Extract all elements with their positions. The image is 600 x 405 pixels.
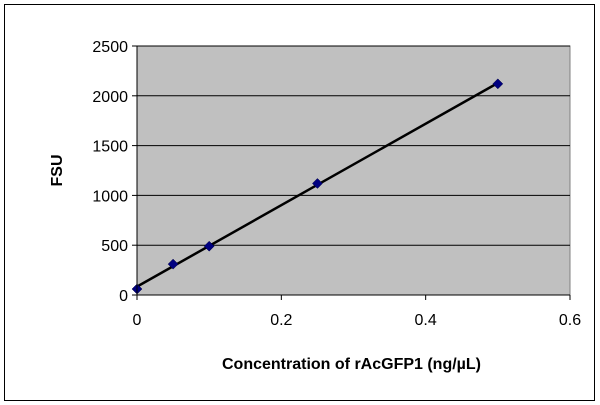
data-point (312, 178, 323, 189)
x-tick-label: 0.4 (415, 312, 437, 329)
y-tick-label: 2500 (92, 39, 128, 56)
data-point (167, 258, 179, 270)
x-tick-label: 0.2 (270, 312, 292, 329)
data-point (492, 78, 504, 90)
x-tick-labels: 0 0.2 0.4 0.6 (133, 312, 582, 329)
y-tick-label: 500 (101, 238, 128, 255)
axes (132, 45, 571, 300)
plot-area (136, 45, 571, 296)
x-tick-label: 0.6 (559, 312, 581, 329)
y-tick-label: 1500 (92, 139, 128, 156)
data-point (203, 240, 215, 252)
y-tick-label: 2000 (92, 89, 128, 106)
y-tick-label: 0 (119, 288, 128, 305)
y-axis-title: FSU (49, 155, 66, 187)
x-axis-title: Concentration of rAcGFP1 (ng/µL) (222, 356, 481, 373)
y-tick-labels: 0 500 1000 1500 2000 2500 (92, 39, 128, 305)
y-tick-label: 1000 (92, 188, 128, 205)
x-tick-label: 0 (133, 312, 142, 329)
